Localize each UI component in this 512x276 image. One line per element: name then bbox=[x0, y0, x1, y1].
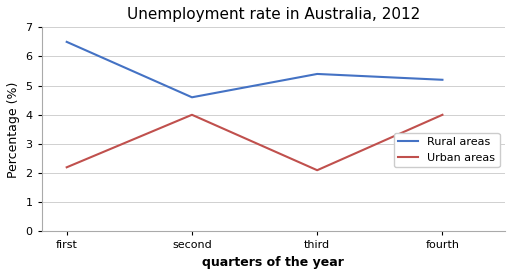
Rural areas bbox=[63, 40, 70, 44]
Urban areas bbox=[314, 169, 321, 172]
Y-axis label: Percentage (%): Percentage (%) bbox=[7, 81, 20, 177]
Urban areas bbox=[63, 166, 70, 169]
Line: Urban areas: Urban areas bbox=[67, 115, 442, 170]
Rural areas bbox=[314, 72, 321, 76]
Urban areas bbox=[439, 113, 445, 116]
Title: Unemployment rate in Australia, 2012: Unemployment rate in Australia, 2012 bbox=[127, 7, 420, 22]
Urban areas bbox=[189, 113, 195, 116]
X-axis label: quarters of the year: quarters of the year bbox=[202, 256, 344, 269]
Rural areas bbox=[189, 95, 195, 99]
Legend: Rural areas, Urban areas: Rural areas, Urban areas bbox=[394, 132, 500, 167]
Line: Rural areas: Rural areas bbox=[67, 42, 442, 97]
Rural areas bbox=[439, 78, 445, 81]
